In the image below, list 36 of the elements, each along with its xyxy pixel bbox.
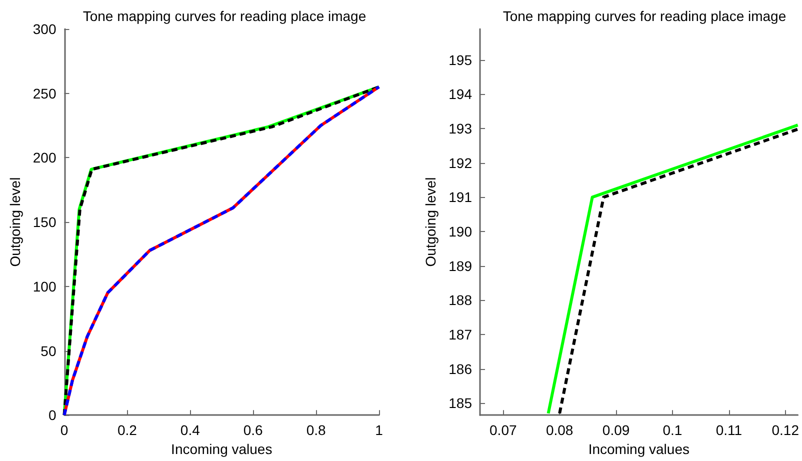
x-tick-label: 0.12: [772, 422, 800, 438]
y-tick-label: 0: [48, 407, 56, 424]
x-axis-title: Incoming values: [171, 441, 272, 457]
chart-title: Tone mapping curves for reading place image: [82, 8, 366, 24]
y-tick-label: 191: [448, 189, 472, 206]
x-tick-label: 0.4: [180, 422, 200, 438]
y-tick-label: 100: [32, 278, 56, 294]
y-tick-label: 250: [32, 85, 56, 102]
y-axis-title: Outgoing level: [422, 177, 439, 267]
y-tick-label: 200: [32, 150, 56, 166]
x-axis-title: Incoming values: [588, 441, 690, 457]
y-tick-label: 300: [32, 21, 56, 37]
y-tick-label: 195: [448, 52, 472, 68]
x-tick-label: 0: [60, 422, 68, 438]
x-tick-label: 0.1: [662, 422, 682, 438]
y-tick-label: 150: [32, 214, 56, 230]
y-tick-label: 188: [448, 292, 472, 308]
y-tick-label: 192: [448, 154, 472, 171]
x-tick-label: 1: [375, 422, 384, 438]
y-tick-label: 190: [448, 223, 472, 240]
x-tick-label: 0.8: [306, 422, 326, 438]
x-tick-label: 0.08: [546, 422, 574, 438]
y-tick-label: 187: [448, 326, 472, 342]
y-tick-label: 193: [448, 120, 472, 137]
y-tick-label: 194: [448, 86, 472, 102]
y-axis-title: Outgoing level: [7, 177, 23, 267]
chart-title: Tone mapping curves for reading place image: [502, 8, 786, 24]
x-tick-label: 0.09: [602, 422, 630, 438]
x-tick-label: 0.6: [243, 422, 264, 438]
y-tick-label: 189: [448, 258, 472, 274]
y-tick-label: 186: [448, 360, 472, 377]
x-tick-label: 0.07: [490, 422, 517, 438]
y-tick-label: 185: [448, 395, 472, 412]
x-tick-label: 0.11: [716, 422, 742, 438]
x-tick-label: 0.2: [117, 422, 138, 438]
y-tick-label: 50: [40, 342, 56, 359]
